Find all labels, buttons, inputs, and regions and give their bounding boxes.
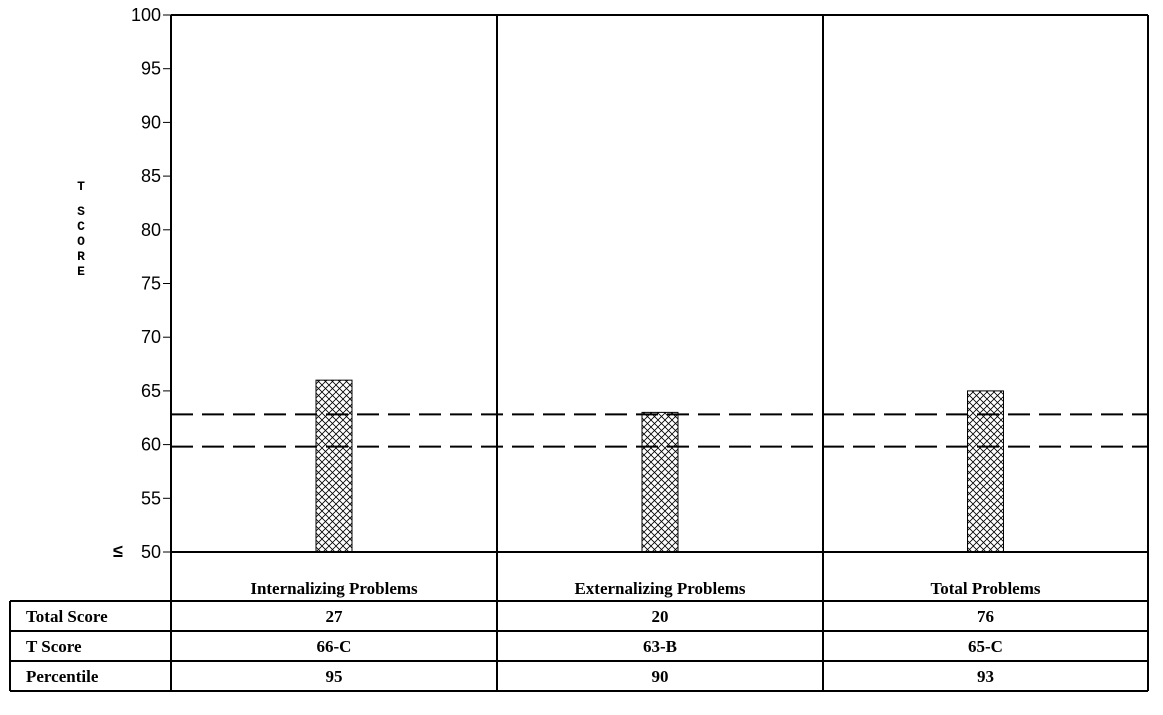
y-axis-label-letter: O	[77, 234, 85, 249]
table-row-label: T Score	[26, 637, 82, 656]
y-axis-label-letter: S	[77, 204, 85, 219]
table-cell: 90	[652, 667, 669, 686]
y-tick-label: 60	[141, 435, 161, 455]
table-cell: 66-C	[317, 637, 352, 656]
y-axis-label-letter: T	[77, 179, 85, 194]
y-tick-label: 75	[141, 274, 161, 294]
table-cell: 63-B	[643, 637, 677, 656]
table-cell: 76	[977, 607, 994, 626]
y-tick-label: 80	[141, 220, 161, 240]
y-axis-label-letter: E	[77, 264, 85, 279]
y-axis-label-letter: C	[77, 219, 85, 234]
y-tick-label: 100	[131, 5, 161, 25]
bar	[315, 379, 353, 553]
table-cell: 27	[326, 607, 344, 626]
y-tick-label: 85	[141, 166, 161, 186]
table-cell: 95	[326, 667, 343, 686]
table-row-label: Total Score	[26, 607, 108, 626]
category-label: Externalizing Problems	[574, 579, 745, 598]
bar	[641, 411, 679, 553]
y-axis-label-letter: R	[77, 249, 85, 264]
category-label: Total Problems	[930, 579, 1040, 598]
table-cell: 20	[652, 607, 669, 626]
y-min-prefix: ≤	[113, 541, 123, 561]
y-tick-label: 55	[141, 488, 161, 508]
category-label: Internalizing Problems	[250, 579, 418, 598]
y-tick-label: 70	[141, 327, 161, 347]
table-cell: 65-C	[968, 637, 1003, 656]
table-cell: 93	[977, 667, 994, 686]
y-tick-label: 50	[141, 542, 161, 562]
y-tick-label: 90	[141, 112, 161, 132]
y-tick-label: 65	[141, 381, 161, 401]
y-tick-label: 95	[141, 59, 161, 79]
bar	[967, 390, 1004, 553]
table-row-label: Percentile	[26, 667, 99, 686]
